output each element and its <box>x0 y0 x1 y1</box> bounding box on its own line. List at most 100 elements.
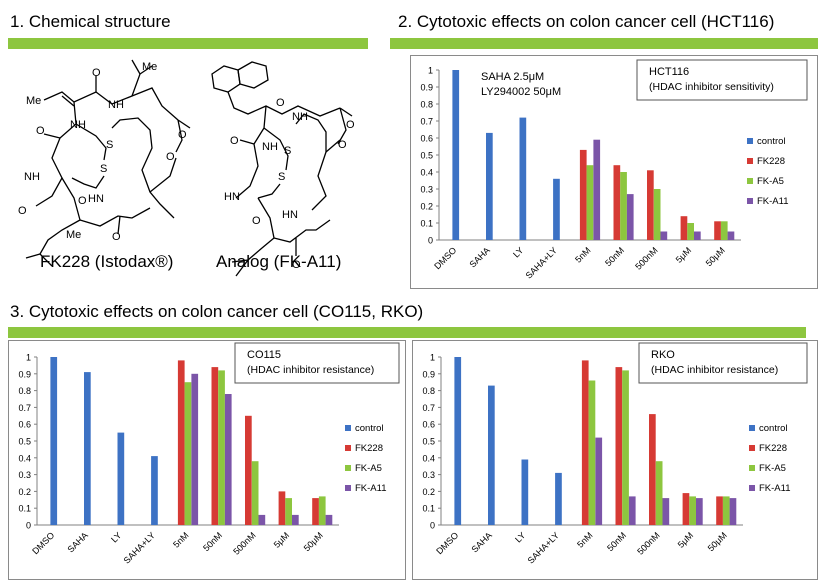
x-tick-label: 5nM <box>575 530 594 549</box>
y-tick-label: 0 <box>26 521 31 531</box>
atom-label: O <box>346 119 355 131</box>
x-tick-label: LY <box>511 245 525 259</box>
chart-subtitle: (HDAC inhibitor sensitivity) <box>649 81 774 93</box>
atom-label: O <box>178 129 187 141</box>
chemical-structures: O NH Me Me NH O S S O O NH O O HN O Me O… <box>18 59 355 277</box>
legend-swatch-fk-a11 <box>747 198 753 204</box>
fk-a11-structure <box>211 61 353 277</box>
y-tick-label: 0.6 <box>18 420 31 430</box>
x-tick-label: 50μM <box>706 530 729 553</box>
bar-fk-a5 <box>720 221 728 240</box>
bar-fk-a5 <box>622 370 629 525</box>
atom-label: HN <box>224 191 240 203</box>
y-tick-label: 0.5 <box>422 437 435 447</box>
y-tick-label: 0.3 <box>420 185 433 195</box>
legend-label: FK-A11 <box>757 196 789 207</box>
y-tick-label: 0.7 <box>420 117 433 127</box>
y-tick-label: 0.7 <box>422 403 435 413</box>
x-tick-label: SAHA+LY <box>122 530 157 565</box>
chart-note: SAHA 2.5μM <box>481 71 544 83</box>
y-tick-label: 0.8 <box>18 386 31 396</box>
atom-label: NH <box>70 119 86 131</box>
section-divider-structure <box>8 38 368 49</box>
bar-control <box>519 117 527 240</box>
bar-control <box>452 70 460 240</box>
x-tick-label: SAHA <box>470 530 494 554</box>
y-tick-label: 0.2 <box>18 487 31 497</box>
chart-title: CO115 <box>247 349 281 361</box>
chart-panel-hct116: 0 0.1 0.2 0.3 0.4 0.5 0.6 0.7 0.8 0.9 1 DMSO SAHA LY S… <box>410 55 818 289</box>
chart-co115: 0 0.1 0.2 0.3 0.4 0.5 0.6 0.7 0.8 0.9 1 DMSO SAHA LYS… <box>18 342 400 566</box>
section-title-structure: 1. Chemical structure <box>10 12 171 31</box>
y-tick-label: 0.5 <box>420 151 433 161</box>
legend-swatch-fk-a5 <box>747 178 753 184</box>
x-tick-label: 5μM <box>272 530 292 550</box>
y-tick-label: 0.7 <box>18 403 31 413</box>
y-tick-label: 0.8 <box>420 100 433 110</box>
atom-label: O <box>92 67 101 79</box>
bar-fk228 <box>716 496 723 525</box>
x-tick-label: 5nM <box>573 245 592 264</box>
y-tick-label: 0.1 <box>18 504 31 514</box>
bar-fk-a11 <box>694 231 701 240</box>
bar-fk228 <box>581 360 589 525</box>
y-tick-label: 1 <box>26 353 31 363</box>
y-tick-label: 0.4 <box>18 453 31 463</box>
bar-fk228 <box>278 491 286 525</box>
atom-label: O <box>36 125 45 137</box>
x-tick-label: 500nM <box>231 530 258 557</box>
bar-fk-a11 <box>626 194 634 240</box>
y-tick-label: 0.4 <box>420 168 433 178</box>
bar-fk228 <box>615 367 623 525</box>
y-tick-label: 0.2 <box>420 202 433 212</box>
legend-swatch-control <box>749 425 755 431</box>
x-tick-label: 50μM <box>302 530 325 553</box>
x-tick-label: SAHA <box>66 530 90 554</box>
y-tick-label: 0 <box>430 521 435 531</box>
section-title-hct116: 2. Cytotoxic effects on colon cancer cel… <box>398 12 775 31</box>
legend-label: control <box>355 423 384 434</box>
legend-label: FK228 <box>759 443 787 454</box>
bar-fk228 <box>714 221 721 240</box>
legend-swatch-fk-a11 <box>345 485 351 491</box>
atom-label: O <box>112 231 121 243</box>
bar-fk-a5 <box>588 380 596 525</box>
y-tick-label: 0 <box>428 236 433 246</box>
bar-control <box>521 459 529 525</box>
legend-swatch-fk228 <box>749 445 755 451</box>
atom-label: NH <box>24 171 40 183</box>
x-tick-label: LY <box>513 530 527 544</box>
chart-title-box <box>234 342 400 384</box>
bar-control <box>553 178 560 240</box>
section-divider-co115-rko <box>8 327 806 338</box>
bar-control <box>84 372 91 525</box>
section-title-co115-rko: 3. Cytotoxic effects on colon cancer cel… <box>10 302 424 321</box>
bar-fk-a5 <box>653 189 661 240</box>
y-tick-label: 1 <box>428 66 433 76</box>
legend-swatch-fk228 <box>345 445 351 451</box>
x-tick-label: DMSO <box>30 530 56 556</box>
y-tick-label: 0.1 <box>422 504 435 514</box>
fk-a11-caption: Analog (FK-A11) <box>216 252 342 271</box>
bar-fk-a5 <box>620 172 627 240</box>
legend-swatch-fk-a5 <box>345 465 351 471</box>
legend-label: FK228 <box>355 443 383 454</box>
fk228-caption: FK228 (Istodax®) <box>40 252 174 271</box>
bar-fk228 <box>647 170 654 240</box>
bar-fk228 <box>613 165 621 240</box>
bar-fk-a11 <box>660 231 668 240</box>
bar-control <box>117 432 125 525</box>
bar-fk228 <box>682 493 690 525</box>
bar-fk-a11 <box>258 514 266 525</box>
bar-fk-a5 <box>586 165 594 240</box>
legend-label: FK-A5 <box>757 176 784 187</box>
legend-swatch-control <box>747 138 753 144</box>
legend-swatch-fk228 <box>747 158 753 164</box>
legend-swatch-fk-a11 <box>749 485 755 491</box>
bar-fk-a5 <box>689 496 696 525</box>
bar-fk-a5 <box>285 498 292 525</box>
legend-label: FK-A5 <box>759 463 786 474</box>
chart-title-box <box>636 59 808 101</box>
bar-fk228 <box>312 498 319 525</box>
bar-fk228 <box>579 149 587 240</box>
